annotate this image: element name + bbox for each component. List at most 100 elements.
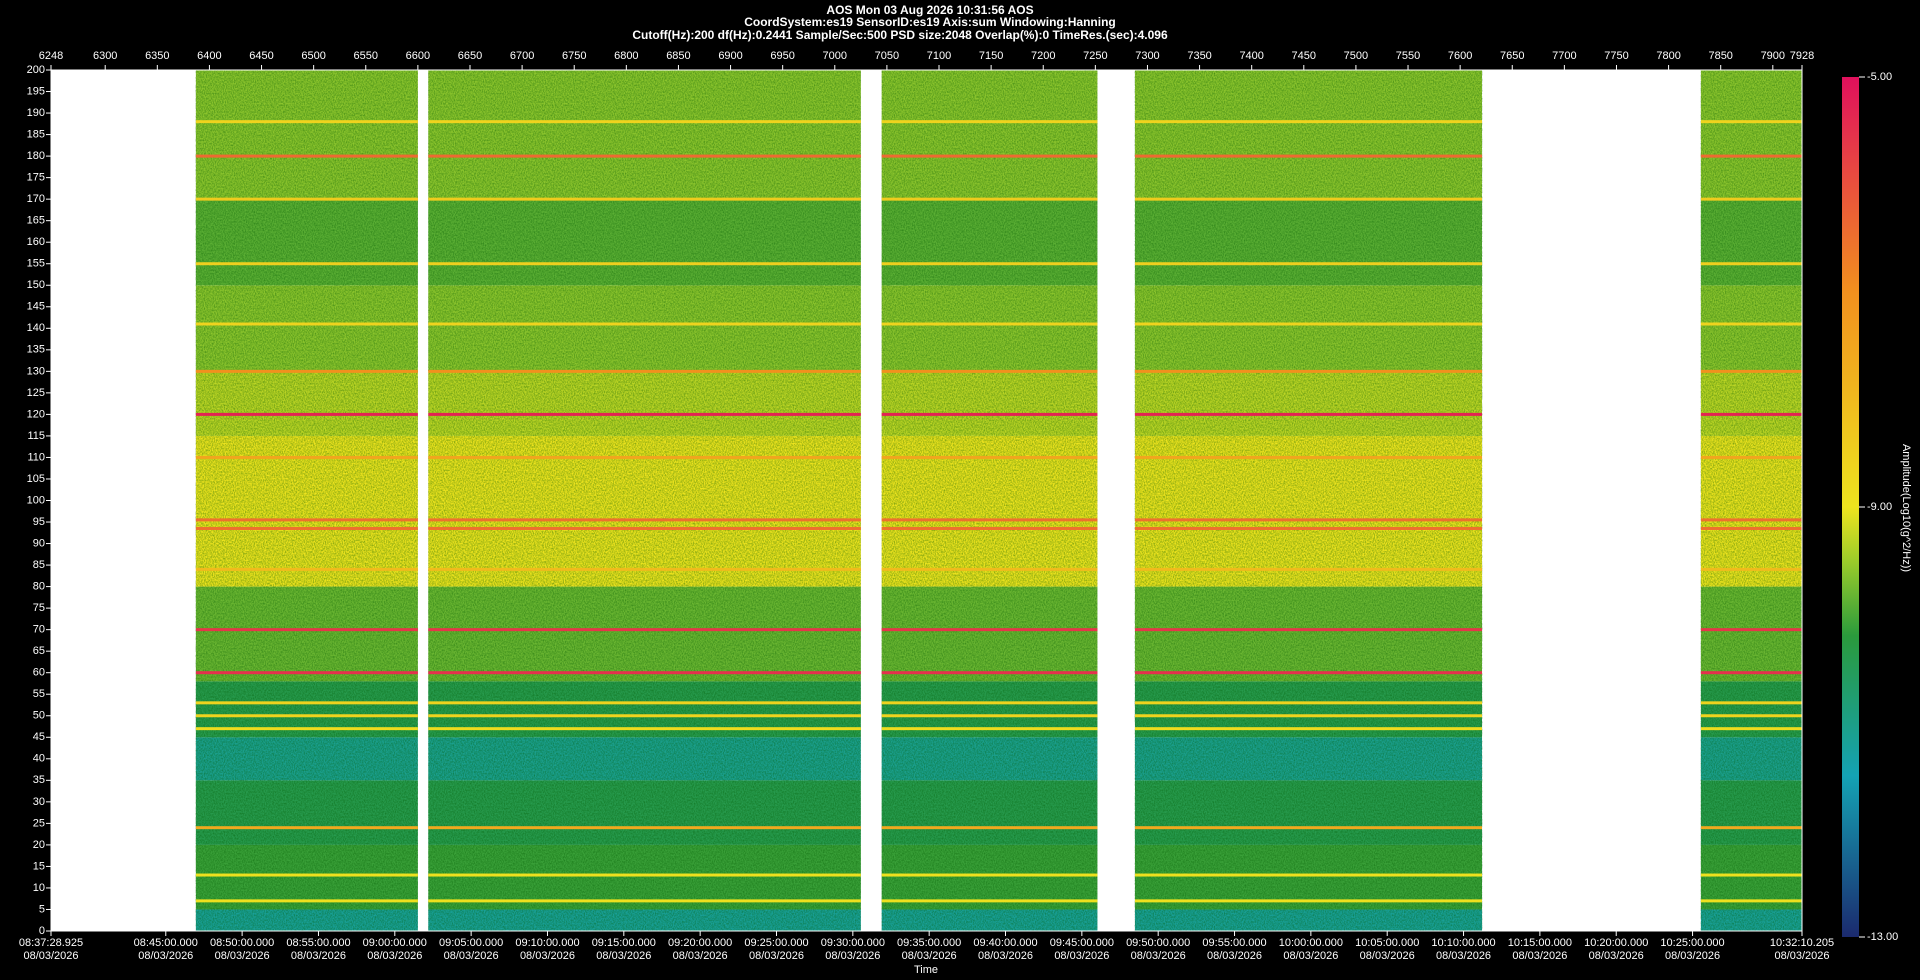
y-tick-label: 145 xyxy=(27,301,45,313)
tonal-line xyxy=(1700,322,1802,326)
colorbar-label: Amplitude(Log10(g^2/Hz)) xyxy=(1900,444,1912,572)
y-tick-label: 130 xyxy=(27,365,45,377)
x-time-tick-label: 10:00:00.000 xyxy=(1279,937,1343,949)
x-time-tick-label: 10:05:00.000 xyxy=(1355,937,1419,949)
x-time-tick-label: 10:25:00.000 xyxy=(1660,937,1724,949)
y-tick-label: 50 xyxy=(33,710,45,722)
x-time-tick-date: 08/03/2026 xyxy=(1774,950,1829,962)
x-time-tick-date: 08/03/2026 xyxy=(1283,950,1338,962)
y-tick-label: 110 xyxy=(27,451,45,463)
tonal-line xyxy=(195,322,418,326)
x-time-tick-date: 08/03/2026 xyxy=(749,950,804,962)
x-top-tick-label: 7850 xyxy=(1708,50,1732,62)
x-top-tick-label: 7600 xyxy=(1448,50,1472,62)
tonal-line xyxy=(881,701,1098,705)
y-tick-label: 30 xyxy=(33,796,45,808)
tonal-line xyxy=(881,628,1098,632)
x-top-tick-label: 7900 xyxy=(1761,50,1785,62)
tonal-line xyxy=(881,526,1098,530)
tonal-line xyxy=(195,628,418,632)
x-top-tick-label: 7300 xyxy=(1135,50,1159,62)
data-segment xyxy=(1134,70,1483,931)
tonal-line xyxy=(195,826,418,830)
tonal-line xyxy=(1134,518,1483,522)
x-top-tick-label: 6900 xyxy=(718,50,742,62)
y-tick-label: 10 xyxy=(33,882,45,894)
x-time-tick-date: 08/03/2026 xyxy=(1665,950,1720,962)
tonal-line xyxy=(195,727,418,731)
y-tick-label: 90 xyxy=(33,537,45,549)
tonal-line xyxy=(1700,899,1802,903)
x-top-tick-label: 6650 xyxy=(458,50,482,62)
tonal-line xyxy=(195,455,418,459)
tonal-line xyxy=(881,714,1098,718)
y-tick-label: 75 xyxy=(33,602,45,614)
tonal-line xyxy=(881,262,1098,266)
tonal-line xyxy=(428,567,861,571)
y-tick-label: 0 xyxy=(39,925,45,937)
x-top-tick-label: 6850 xyxy=(666,50,690,62)
x-time-tick-label: 10:10:00.000 xyxy=(1431,937,1495,949)
x-top-tick-label: 7150 xyxy=(979,50,1003,62)
x-time-tick-label: 09:50:00.000 xyxy=(1126,937,1190,949)
x-time-tick-date: 08/03/2026 xyxy=(23,950,78,962)
tonal-line xyxy=(1134,197,1483,201)
y-tick-label: 85 xyxy=(33,559,45,571)
data-segment xyxy=(881,70,1098,931)
colorbar-tick-label: -5.00 xyxy=(1867,71,1892,83)
x-time-tick-label: 08:37:28.925 xyxy=(19,937,83,949)
tonal-line xyxy=(1134,455,1483,459)
tonal-line xyxy=(881,154,1098,158)
tonal-line xyxy=(428,873,861,877)
y-tick-label: 160 xyxy=(27,236,45,248)
tonal-line xyxy=(881,567,1098,571)
tonal-line xyxy=(1700,714,1802,718)
x-time-tick-date: 08/03/2026 xyxy=(978,950,1033,962)
y-tick-label: 175 xyxy=(27,172,45,184)
tonal-line xyxy=(428,154,861,158)
x-top-tick-label: 6400 xyxy=(197,50,221,62)
y-tick-label: 40 xyxy=(33,753,45,765)
x-top-tick-label: 6500 xyxy=(301,50,325,62)
tonal-line xyxy=(1134,262,1483,266)
tonal-line xyxy=(1700,826,1802,830)
x-time-tick-date: 08/03/2026 xyxy=(138,950,193,962)
x-time-tick-date: 08/03/2026 xyxy=(825,950,880,962)
tonal-line xyxy=(881,322,1098,326)
texture xyxy=(195,70,418,931)
tonal-line xyxy=(195,120,418,124)
x-time-tick-date: 08/03/2026 xyxy=(1207,950,1262,962)
x-time-tick-date: 08/03/2026 xyxy=(444,950,499,962)
x-time-tick-label: 09:10:00.000 xyxy=(515,937,579,949)
tonal-line xyxy=(1134,671,1483,675)
tonal-line xyxy=(428,628,861,632)
y-tick-label: 35 xyxy=(33,774,45,786)
texture xyxy=(1700,70,1802,931)
x-time-tick-date: 08/03/2026 xyxy=(1436,950,1491,962)
x-time-tick-label: 09:25:00.000 xyxy=(744,937,808,949)
tonal-line xyxy=(428,518,861,522)
tonal-line xyxy=(195,526,418,530)
x-top-tick-label: 7800 xyxy=(1656,50,1680,62)
y-tick-label: 55 xyxy=(33,688,45,700)
tonal-line xyxy=(195,197,418,201)
x-top-tick-label: 6750 xyxy=(562,50,586,62)
y-tick-label: 195 xyxy=(27,85,45,97)
texture xyxy=(1134,70,1483,931)
x-top-tick-label: 6800 xyxy=(614,50,638,62)
x-top-tick-label: 7200 xyxy=(1031,50,1055,62)
x-top-tick-label: 7400 xyxy=(1239,50,1263,62)
x-time-tick-label: 09:20:00.000 xyxy=(668,937,732,949)
y-tick-label: 80 xyxy=(33,581,45,593)
y-tick-label: 115 xyxy=(27,430,45,442)
tonal-line xyxy=(1700,412,1802,416)
y-tick-label: 65 xyxy=(33,645,45,657)
tonal-line xyxy=(428,714,861,718)
settings-line: Cutoff(Hz):200 df(Hz):0.2441 Sample/Sec:… xyxy=(632,28,1168,42)
x-top-tick-label: 6248 xyxy=(39,50,63,62)
tonal-line xyxy=(1700,873,1802,877)
tonal-line xyxy=(1700,671,1802,675)
tonal-line xyxy=(195,873,418,877)
tonal-line xyxy=(195,412,418,416)
x-axis-label: Time xyxy=(914,964,938,976)
